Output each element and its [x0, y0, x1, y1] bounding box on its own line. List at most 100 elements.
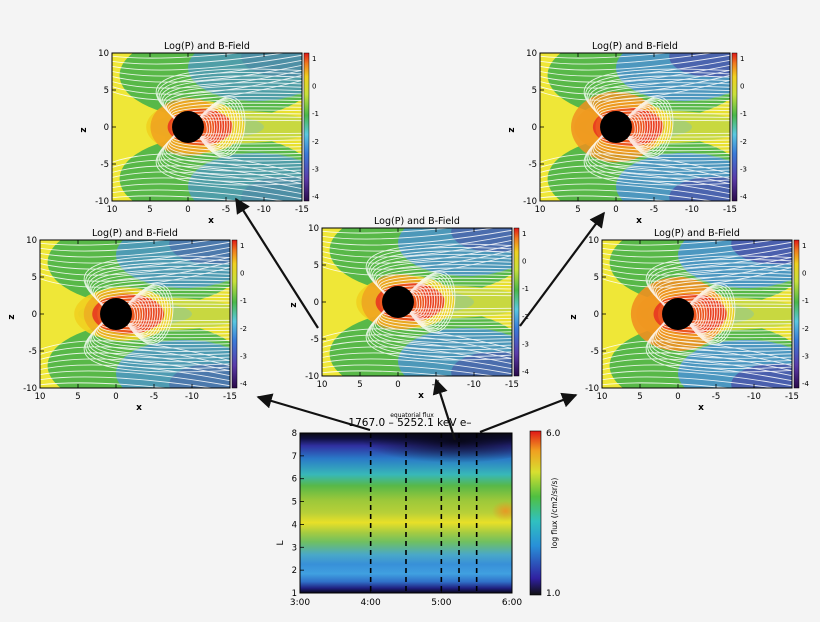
y-tick-label: 0: [532, 123, 537, 133]
field-lines: [602, 240, 792, 388]
colorbar-tick-label: 0: [740, 83, 744, 91]
y-tick-label: -5: [591, 347, 599, 357]
x-tick-label: 5: [75, 392, 80, 402]
flux-panel: 1767.0 – 5252.1 keV e–equatorial flux 1 2 3…: [276, 412, 561, 608]
panel-title: Log(P) and B-Field: [374, 216, 460, 227]
pressure-map: [540, 53, 730, 201]
colorbar-label: log flux (/cm2/sr/s): [550, 478, 559, 549]
pressure-map: [40, 240, 230, 388]
pressure-map: [602, 240, 792, 388]
x-tick-label: -5: [650, 205, 658, 215]
colorbar-tick-label: -3: [240, 352, 247, 360]
pressure-map: [322, 228, 512, 376]
field-lines: [40, 240, 230, 388]
x-axis-label: x: [698, 403, 704, 413]
colorbar-tick-label: 1: [740, 55, 744, 63]
y-tick-label: 1: [292, 589, 297, 599]
x-tick-label: -15: [505, 380, 519, 390]
x-tick-label: -10: [467, 380, 481, 390]
colorbar-tick-label: -4: [312, 193, 320, 201]
panel-title: Log(P) and B-Field: [592, 41, 678, 52]
y-tick-label: 10: [308, 224, 319, 234]
x-tick-label: -10: [685, 205, 699, 215]
y-tick-label: 0: [104, 123, 109, 133]
colorbar-tick-label: -4: [802, 380, 810, 388]
colorbar: [731, 52, 738, 202]
colorbar-tick-label: -1: [240, 297, 247, 305]
x-tick-label: 0: [395, 380, 400, 390]
x-tick-label: 5:00: [431, 598, 451, 608]
colorbar-tick-label: 1: [240, 242, 244, 250]
arrow-to-top-right: [519, 211, 605, 327]
colorbar-tick-label: -3: [312, 165, 319, 173]
x-tick-label: -5: [712, 392, 720, 402]
x-tick-label: 5: [637, 392, 642, 402]
colorbar-tick-label: 1: [522, 230, 526, 238]
colorbar-tick-label: -1: [802, 297, 809, 305]
x-tick-label: 5: [575, 205, 580, 215]
x-tick-label: 0: [185, 205, 190, 215]
colorbar-min-label: 1.0: [546, 589, 561, 599]
y-tick-label: 0: [594, 310, 599, 320]
x-tick-label: -15: [723, 205, 737, 215]
y-axis-label: L: [276, 540, 286, 545]
x-tick-label: 10: [597, 392, 608, 402]
colorbar-tick-label: -2: [240, 325, 247, 333]
y-tick-label: 3: [292, 543, 297, 553]
arrows: [235, 197, 605, 441]
colorbar-tick-label: -1: [312, 110, 319, 118]
colorbar-tick-label: 0: [312, 83, 316, 91]
y-tick-label: -10: [523, 197, 537, 207]
panel-title: Log(P) and B-Field: [92, 228, 178, 239]
colorbar: [303, 52, 310, 202]
x-tick-label: 0: [113, 392, 118, 402]
y-tick-label: 8: [292, 429, 297, 439]
colorbar-tick-label: -1: [740, 110, 747, 118]
y-tick-label: -5: [101, 160, 109, 170]
x-tick-label: -10: [747, 392, 761, 402]
colorbar-tick-label: -1: [522, 285, 529, 293]
pressure-map: [112, 53, 302, 201]
colorbar-tick-label: 0: [802, 270, 806, 278]
x-tick-label: 5: [357, 380, 362, 390]
x-tick-label: 0: [613, 205, 618, 215]
y-tick-label: 10: [98, 49, 109, 59]
y-tick-label: -5: [529, 160, 537, 170]
y-tick-label: 7: [292, 452, 297, 462]
y-tick-label: -10: [23, 384, 37, 394]
planet-disk: [600, 111, 632, 143]
colorbar-tick-label: -4: [740, 193, 748, 201]
flux-colorbar: [529, 430, 542, 596]
colorbar-tick-label: -4: [522, 368, 530, 376]
x-tick-label: 10: [35, 392, 46, 402]
colorbar-tick-label: -2: [312, 138, 319, 146]
arrow-to-mid-right: [479, 392, 578, 434]
colorbar-tick-label: -2: [802, 325, 809, 333]
flux-subtitle: equatorial flux: [390, 412, 434, 419]
y-tick-label: -5: [311, 335, 319, 345]
y-tick-label: 10: [26, 236, 37, 246]
colorbar-tick-label: 1: [312, 55, 316, 63]
y-tick-label: 6: [292, 475, 297, 485]
panel-title: Log(P) and B-Field: [654, 228, 740, 239]
colorbar-tick-label: -2: [740, 138, 747, 146]
x-tick-label: -10: [257, 205, 271, 215]
planet-disk: [382, 286, 414, 318]
y-tick-label: 5: [104, 86, 109, 96]
y-tick-label: 4: [292, 520, 297, 530]
panel-title: Log(P) and B-Field: [164, 41, 250, 52]
y-tick-label: 5: [292, 498, 297, 508]
arrow-to-mid-left: [256, 393, 371, 432]
x-axis-label: x: [636, 216, 642, 226]
planet-disk: [172, 111, 204, 143]
x-tick-label: 0: [675, 392, 680, 402]
x-axis-label: x: [136, 403, 142, 413]
y-axis-label: z: [79, 127, 89, 132]
x-tick-label: -15: [223, 392, 237, 402]
